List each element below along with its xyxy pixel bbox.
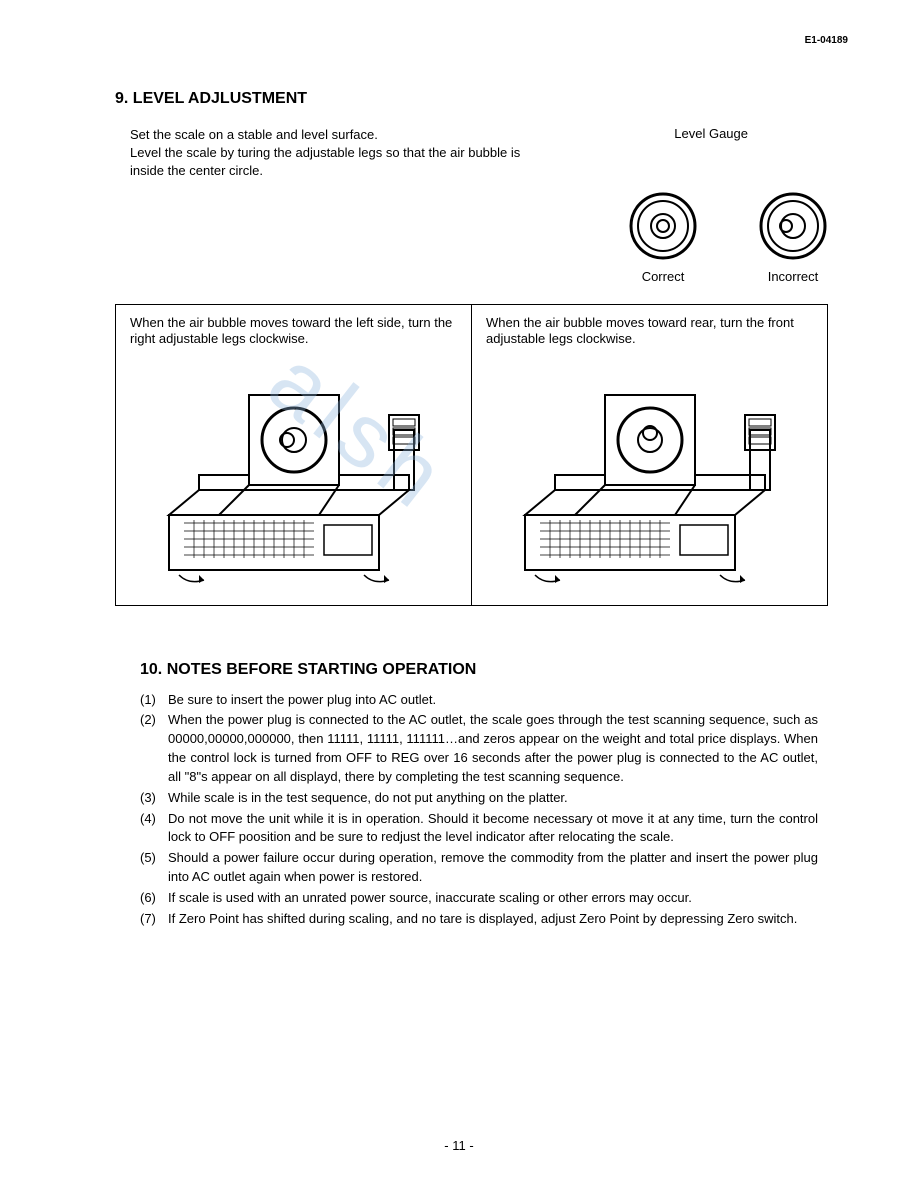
note-item: (3) While scale is in the test sequence,…: [140, 789, 818, 808]
section-9-heading: 9. LEVEL ADJLUSTMENT: [115, 90, 858, 108]
gauge-incorrect-icon: [758, 191, 828, 261]
note-item: (6) If scale is used with an unrated pow…: [140, 889, 818, 908]
note-number: (1): [140, 691, 168, 710]
note-number: (6): [140, 889, 168, 908]
gauge-incorrect-caption: Incorrect: [758, 269, 828, 284]
intro-line-2: Level the scale by turing the adjustable…: [130, 145, 520, 178]
diagram-right: When the air bubble moves toward rear, t…: [472, 305, 827, 605]
page-number: - 11 -: [0, 1138, 918, 1153]
section-10-heading: 10. NOTES BEFORE STARTING OPERATION: [140, 661, 858, 679]
intro-text: Set the scale on a stable and level surf…: [130, 126, 550, 181]
note-number: (3): [140, 789, 168, 808]
gauge-correct-icon: [628, 191, 698, 261]
note-text: If Zero Point has shifted during scaling…: [168, 910, 818, 929]
note-number: (7): [140, 910, 168, 929]
note-text: Be sure to insert the power plug into AC…: [168, 691, 818, 710]
note-text: Do not move the unit while it is in oper…: [168, 810, 818, 848]
note-text: When the power plug is connected to the …: [168, 711, 818, 786]
note-text: Should a power failure occur during oper…: [168, 849, 818, 887]
document-id: E1-04189: [805, 35, 848, 46]
note-item: (1) Be sure to insert the power plug int…: [140, 691, 818, 710]
note-item: (7) If Zero Point has shifted during sca…: [140, 910, 818, 929]
note-number: (2): [140, 711, 168, 786]
scale-illustration-left-icon: [149, 375, 439, 595]
diagram-right-text: When the air bubble moves toward rear, t…: [486, 315, 813, 349]
note-text: While scale is in the test sequence, do …: [168, 789, 818, 808]
gauge-incorrect: Incorrect: [758, 191, 828, 284]
gauge-correct-caption: Correct: [628, 269, 698, 284]
note-item: (2) When the power plug is connected to …: [140, 711, 818, 786]
diagram-left-text: When the air bubble moves toward the lef…: [130, 315, 457, 349]
intro-line-1: Set the scale on a stable and level surf…: [130, 127, 378, 142]
note-text: If scale is used with an unrated power s…: [168, 889, 818, 908]
diagram-box: When the air bubble moves toward the lef…: [115, 304, 828, 606]
note-number: (4): [140, 810, 168, 848]
level-gauge-label: Level Gauge: [674, 126, 748, 141]
gauge-correct: Correct: [628, 191, 698, 284]
note-number: (5): [140, 849, 168, 887]
diagram-left: When the air bubble moves toward the lef…: [116, 305, 472, 605]
notes-list: (1) Be sure to insert the power plug int…: [140, 691, 818, 929]
scale-illustration-right-icon: [505, 375, 795, 595]
note-item: (4) Do not move the unit while it is in …: [140, 810, 818, 848]
note-item: (5) Should a power failure occur during …: [140, 849, 818, 887]
